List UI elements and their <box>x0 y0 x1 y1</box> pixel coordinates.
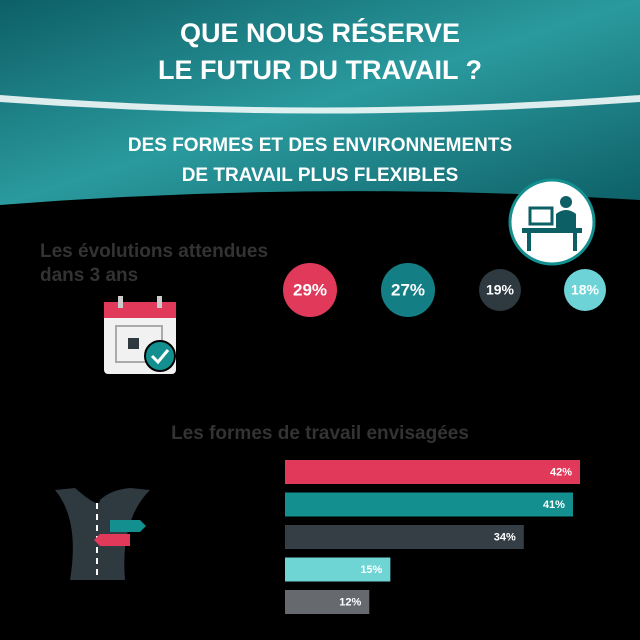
stat-label: 27% <box>391 280 425 299</box>
bar-value-label: 15% <box>360 564 382 576</box>
bar-chart: 42% 41% 34% 15% 12% <box>285 460 580 614</box>
stats: 29% 27% 19% 18% <box>283 263 606 317</box>
bar <box>285 460 580 484</box>
bar-value-label: 42% <box>550 466 572 478</box>
section-title: dans 3 ans <box>40 265 138 286</box>
subtitle: DES FORMES ET DES ENVIRONNEMENTS DE TRAV… <box>128 135 512 186</box>
stat-circle <box>479 269 521 311</box>
stat-circle <box>381 263 435 317</box>
bar-value-label: 34% <box>494 531 516 543</box>
subtitle-line: DE TRAVAIL PLUS FLEXIBLES <box>182 165 459 186</box>
title: QUE NOUS RÉSERVE LE FUTUR DU TRAVAIL ? <box>158 17 482 85</box>
separator <box>0 95 640 114</box>
stat-label: 19% <box>486 282 515 298</box>
header-band <box>0 0 640 205</box>
desk-icon <box>508 178 596 266</box>
bar-value-label: 41% <box>543 499 565 511</box>
section-title: Les évolutions attendues <box>40 241 268 262</box>
calendar-icon <box>104 296 176 374</box>
stat-label: 29% <box>293 280 327 299</box>
bar <box>285 492 573 517</box>
subtitle-line: DES FORMES ET DES ENVIRONNEMENTS <box>128 135 512 156</box>
title-line: QUE NOUS RÉSERVE <box>180 17 460 48</box>
stat-circle <box>564 269 606 311</box>
bar-value-label: 12% <box>339 596 361 608</box>
chart-title: Les formes de travail envisagées <box>171 423 469 444</box>
bar <box>285 557 391 582</box>
road-icon <box>55 488 150 580</box>
bar <box>285 525 524 549</box>
evolutions-title: Les évolutions attendues dans 3 ans <box>40 241 268 286</box>
stat-circle <box>283 263 337 317</box>
title-line: LE FUTUR DU TRAVAIL ? <box>158 55 482 85</box>
bar <box>285 590 370 614</box>
stat-label: 18% <box>571 282 600 298</box>
